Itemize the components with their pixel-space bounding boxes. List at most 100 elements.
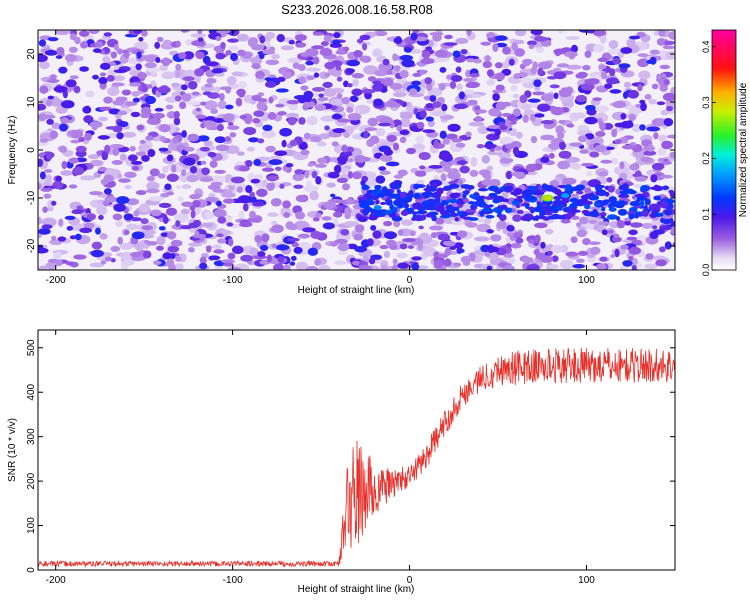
- heatmap-cell: [556, 198, 561, 203]
- heatmap-cell: [495, 72, 506, 81]
- heatmap-cell: [649, 212, 658, 218]
- heatmap-cell: [46, 78, 60, 83]
- heatmap-cell: [311, 170, 318, 179]
- heatmap-cell: [210, 108, 218, 115]
- heatmap-cell: [663, 40, 675, 45]
- heatmap-cell: [429, 225, 444, 231]
- colorbar-tick-label: 0.4: [701, 40, 711, 53]
- heatmap-cell: [175, 63, 182, 71]
- heatmap-cell: [596, 263, 607, 270]
- heatmap-cell: [638, 70, 651, 80]
- heatmap-cell: [324, 72, 331, 78]
- snr-x-tick-label: -100: [223, 575, 243, 586]
- heatmap-cell: [107, 86, 120, 97]
- heatmap-cell: [578, 250, 589, 256]
- heatmap-cell: [103, 32, 112, 37]
- heatmap-cell: [480, 41, 492, 46]
- heatmap-cell: [575, 222, 582, 227]
- heatmap-cell: [371, 80, 382, 85]
- heatmap-cell: [503, 253, 515, 258]
- heatmap-cell: [156, 235, 166, 246]
- heatmap-cell: [631, 239, 643, 246]
- heatmap-cell: [393, 37, 403, 44]
- heatmap-cell: [72, 166, 84, 176]
- heatmap-cell: [213, 249, 225, 254]
- heatmap-cell: [534, 113, 545, 118]
- heatmap-cell: [318, 264, 331, 270]
- heatmap-cell: [131, 165, 139, 171]
- heatmap-cell: [529, 113, 536, 122]
- heatmap-cell: [655, 259, 667, 267]
- heatmap-cell: [44, 49, 58, 56]
- heatmap-cell: [334, 238, 348, 244]
- snr-y-tick-label: 400: [26, 383, 37, 400]
- heatmap-cell: [512, 214, 522, 222]
- heatmap-cell: [332, 39, 341, 45]
- heatmap-cell: [663, 79, 670, 86]
- heatmap-cell: [425, 116, 434, 122]
- heatmap-cell: [101, 151, 109, 161]
- heatmap-cell: [499, 214, 507, 222]
- heatmap-cell: [296, 261, 309, 270]
- heatmap-cell: [443, 240, 456, 247]
- heatmap-cell: [572, 264, 586, 269]
- heatmap-cell: [600, 70, 608, 80]
- heatmap-cell: [279, 183, 285, 189]
- heatmap-cell: [71, 209, 84, 215]
- heatmap-cell: [289, 261, 296, 266]
- heatmap-cell: [83, 115, 94, 124]
- heatmap-cell: [594, 144, 607, 153]
- heatmap-cell: [454, 217, 460, 222]
- heatmap-cell: [240, 254, 253, 262]
- heatmap-cell: [492, 43, 499, 52]
- heatmap-cell: [534, 206, 543, 213]
- heatmap-cell: [459, 165, 470, 174]
- heatmap-cell: [277, 256, 285, 263]
- heatmap-cell: [144, 95, 156, 105]
- heatmap-cell: [138, 37, 144, 42]
- heatmap-cell: [614, 139, 622, 145]
- heatmap-cell: [146, 240, 158, 246]
- heatmap-cell: [53, 251, 62, 259]
- heatmap-cell: [514, 30, 527, 37]
- heatmap-cell: [375, 128, 386, 137]
- heatmap-cell: [51, 235, 57, 241]
- heatmap-cell: [453, 103, 468, 110]
- heatmap-cell: [173, 110, 180, 119]
- heatmap-cell: [462, 197, 469, 203]
- heatmap-cell: [357, 216, 368, 223]
- heatmap-cell: [648, 203, 661, 212]
- heatmap-cell: [79, 66, 89, 72]
- heatmap-cell: [383, 231, 398, 240]
- heatmap-cell: [98, 116, 108, 122]
- heatmap-cell: [103, 96, 113, 104]
- heatmap-cell: [55, 175, 62, 183]
- heatmap-cell: [408, 190, 414, 197]
- heatmap-cell: [111, 160, 124, 166]
- heatmap-cell: [427, 39, 434, 47]
- heatmap-cell: [160, 192, 170, 198]
- heatmap-cell: [599, 212, 607, 217]
- heatmap-cell: [160, 42, 175, 50]
- heatmap-cell: [257, 92, 265, 97]
- heatmap-cell: [505, 170, 513, 180]
- heatmap-cell: [456, 83, 463, 91]
- heatmap-cell: [330, 241, 338, 247]
- heatmap-cell: [546, 264, 559, 270]
- heatmap-cell: [98, 214, 104, 220]
- heatmap-cell: [100, 260, 107, 265]
- heatmap-cell: [429, 95, 437, 103]
- heatmap-cell: [374, 184, 382, 190]
- heatmap-cell: [69, 235, 77, 240]
- heatmap-cell: [89, 121, 103, 128]
- heatmap-cell: [650, 174, 658, 183]
- heatmap-cell: [420, 58, 435, 65]
- heatmap-cell: [180, 208, 191, 215]
- heatmap-cell: [144, 55, 158, 63]
- heatmap-cell: [382, 58, 390, 66]
- heatmap-cell: [267, 212, 279, 217]
- heatmap-cell: [621, 144, 636, 150]
- heatmap-cell: [346, 146, 355, 153]
- heatmap-cell: [314, 163, 327, 168]
- heatmap-cell: [177, 196, 184, 202]
